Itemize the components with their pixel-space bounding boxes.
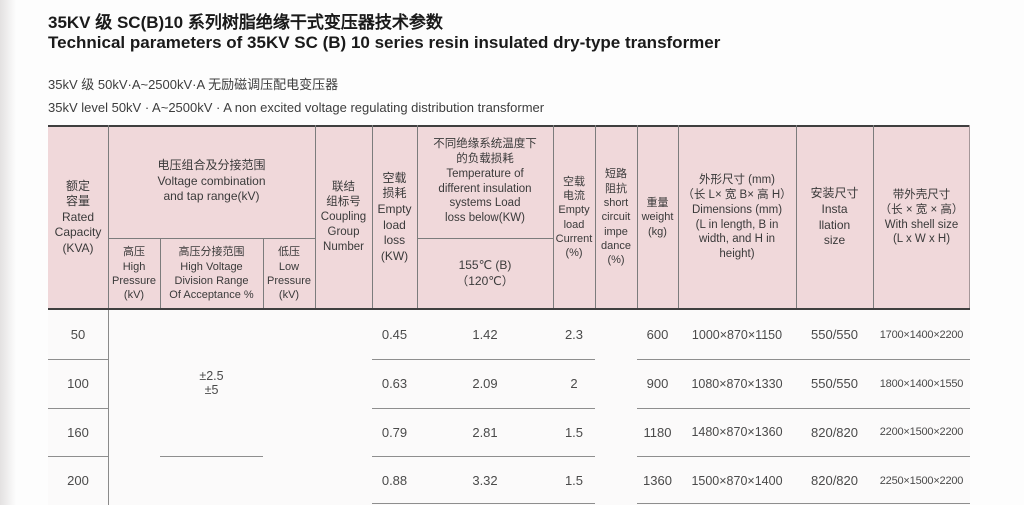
cell-tap-range-merged: ±2.5 ±5 <box>199 369 224 397</box>
header-empty-load-current: 空载 电流 Empty load Current (%) <box>555 175 593 260</box>
cell-installation: 550/550 <box>811 327 858 342</box>
cell-empty-load-current: 1.5 <box>564 473 584 488</box>
header-load-loss-group: 不同绝缘系统温度下 的负载损耗 Temperature of different… <box>433 137 537 225</box>
table-row: 100 0.63 2.09 2 900 1080×870×1330 550/55… <box>48 359 970 408</box>
table-row: 160 0.79 2.81 1.5 1180 1480×870×1360 820… <box>48 408 970 456</box>
grid-line <box>263 238 264 308</box>
grid-line <box>108 125 109 308</box>
cell-capacity: 160 <box>67 424 89 440</box>
cell-empty-load-current: 2.3 <box>564 327 584 342</box>
cell-shell-size: 2200×1500×2200 <box>879 426 964 438</box>
grid-line <box>417 125 418 308</box>
row-separator <box>372 408 595 409</box>
grid-line <box>873 125 874 308</box>
header-high-pressure: 高压 High Pressure (kV) <box>111 246 157 302</box>
grid-line <box>108 238 315 239</box>
cell-dimensions: 1480×870×1360 <box>691 425 783 439</box>
row-separator <box>637 456 970 457</box>
cell-weight: 1360 <box>643 473 672 488</box>
page-title-zh: 35KV 级 SC(B)10 系列树脂绝缘干式变压器技术参数 <box>48 13 443 32</box>
cell-shell-size: 2250×1500×2200 <box>879 474 964 487</box>
page-subtitle-zh: 35kV 级 50kV·A~2500kV·A 无励磁调压配电变压器 <box>48 77 339 92</box>
page-subtitle-en: 35kV level 50kV · A~2500kV · A non excit… <box>48 100 545 115</box>
header-short-circuit-impedance: 短路 阻抗 short circuit impe dance (%) <box>601 168 631 267</box>
header-low-pressure: 低压 Low Pressure (kV) <box>266 246 312 302</box>
table-top-border <box>48 125 970 127</box>
row-separator <box>637 503 970 504</box>
row-separator <box>372 359 595 360</box>
header-hv-division-range: 高压分接范围 High Voltage Division Range Of Ac… <box>169 246 254 302</box>
row-separator <box>637 359 970 360</box>
header-dimensions: 外形尺寸 (mm) （长 L× 宽 B× 高 H） Dimensions (mm… <box>682 173 792 261</box>
cell-capacity: 100 <box>67 376 89 391</box>
cell-load-loss: 2.81 <box>472 424 498 440</box>
table-header-background <box>48 125 970 310</box>
cell-weight: 600 <box>646 327 669 342</box>
grid-line <box>678 125 679 308</box>
table-body-background <box>48 310 970 505</box>
cell-load-loss: 3.32 <box>472 473 498 488</box>
header-voltage-combination-group: 电压组合及分接范围 Voltage combination and tap ra… <box>157 158 266 204</box>
cell-weight: 1180 <box>643 424 672 440</box>
cell-weight: 900 <box>646 376 669 391</box>
grid-line <box>595 125 596 308</box>
cell-empty-load-current: 2 <box>570 376 578 391</box>
header-coupling-group-number: 联结 组标号 Coupling Group Number <box>320 181 367 253</box>
row-separator <box>372 456 595 457</box>
table-row: 50 0.45 1.42 2.3 600 1000×870×1150 550/5… <box>48 310 970 359</box>
cell-installation: 550/550 <box>811 376 858 391</box>
grid-line <box>372 125 373 308</box>
header-weight: 重量 weight (kg) <box>641 197 674 238</box>
cell-empty-load-loss: 0.79 <box>381 424 408 440</box>
cell-capacity: 50 <box>70 327 86 342</box>
grid-line <box>637 125 638 308</box>
cell-dimensions: 1500×870×1400 <box>691 473 783 488</box>
row-separator <box>48 408 108 409</box>
cell-empty-load-loss: 0.63 <box>381 376 408 391</box>
row-separator <box>48 456 108 457</box>
row-separator <box>160 456 263 457</box>
cell-shell-size: 1800×1400×1550 <box>879 377 964 390</box>
cell-load-loss: 1.42 <box>472 327 498 342</box>
header-load-loss-155c: 155℃ (B) （120℃） <box>456 258 514 288</box>
grid-line <box>417 238 553 239</box>
header-empty-load-loss: 空载 损耗 Empty load loss (KW) <box>377 170 412 263</box>
header-rated-capacity: 额定 容量 Rated Capacity (KVA) <box>54 178 102 255</box>
grid-line <box>553 125 554 308</box>
row-separator <box>372 503 595 504</box>
cell-capacity: 200 <box>67 473 89 488</box>
grid-line <box>315 125 316 308</box>
table-row: 200 0.88 3.32 1.5 1360 1500×870×1400 820… <box>48 456 970 505</box>
grid-line <box>796 125 797 308</box>
parameters-table: 额定 容量 Rated Capacity (KVA) 电压组合及分接范围 Vol… <box>48 125 970 505</box>
cell-load-loss: 2.09 <box>472 376 498 391</box>
cell-shell-size: 1700×1400×2200 <box>879 328 964 341</box>
header-installation-size: 安装尺寸 Insta llation size <box>810 186 859 248</box>
header-bottom-border <box>48 308 970 310</box>
cell-installation: 820/820 <box>811 424 858 440</box>
grid-line <box>969 125 970 308</box>
cell-dimensions: 1080×870×1330 <box>691 376 783 391</box>
cell-dimensions: 1000×870×1150 <box>691 327 783 342</box>
row-separator <box>48 359 108 360</box>
page-title-en: Technical parameters of 35KV SC (B) 10 s… <box>48 33 721 52</box>
cell-empty-load-loss: 0.45 <box>381 327 408 342</box>
header-with-shell-size: 带外壳尺寸 （长 × 宽 × 高） With shell size (L x W… <box>879 188 964 246</box>
cell-empty-load-current: 1.5 <box>564 424 584 440</box>
row-separator <box>637 408 970 409</box>
cell-installation: 820/820 <box>811 473 858 488</box>
page-edge-shadow <box>0 0 16 505</box>
grid-line <box>160 238 161 308</box>
grid-line <box>108 310 109 505</box>
cell-empty-load-loss: 0.88 <box>381 473 408 488</box>
